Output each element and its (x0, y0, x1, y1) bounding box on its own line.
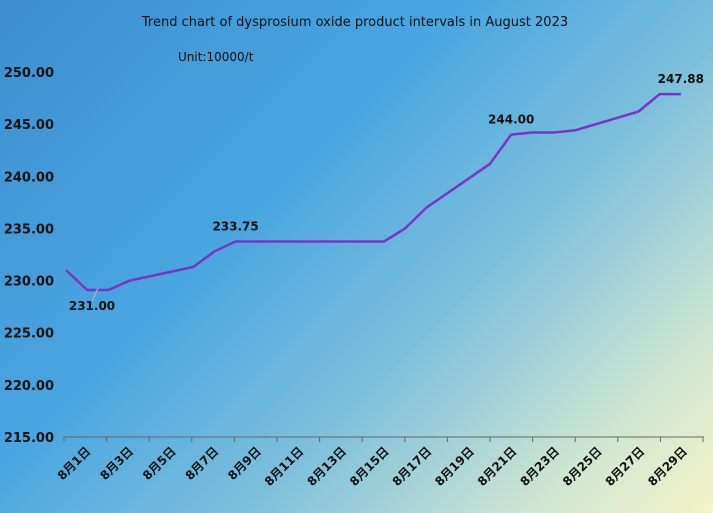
y-tick-label: 240.00 (4, 170, 54, 185)
x-tick-label: 8月27日 (603, 444, 648, 489)
y-tick-label: 230.00 (4, 275, 54, 290)
x-tick-label: 8月21日 (475, 444, 520, 489)
x-tick-label: 8月19日 (432, 444, 477, 489)
y-tick-label: 225.00 (4, 327, 54, 342)
unit-label: Unit:10000/t (178, 50, 254, 64)
leader-line (91, 287, 99, 302)
x-tick-label: 8月17日 (390, 444, 435, 489)
data-label: 244.00 (488, 113, 534, 127)
x-tick-label: 8月29日 (645, 444, 690, 489)
x-tick-label: 8月9日 (225, 444, 264, 483)
plot-area (65, 92, 681, 292)
y-tick-label: 235.00 (4, 222, 54, 237)
x-tick-label: 8月3日 (97, 444, 136, 483)
x-tick-label: 8月23日 (517, 444, 562, 489)
x-tick-label: 8月25日 (560, 444, 605, 489)
y-tick-label: 245.00 (4, 118, 54, 133)
series-line (65, 92, 681, 292)
y-tick-label: 220.00 (4, 379, 54, 394)
x-tick-label: 8月7日 (183, 444, 222, 483)
x-axis: 8月1日 8月3日 8月5日 8月7日 8月9日8月11日8月13日8月15日8月17日… (55, 436, 704, 489)
y-axis: 250.00 245.00 240.00 235.00 230.00 225.00 220.… (4, 66, 54, 446)
x-tick-label: 8月13日 (304, 444, 349, 489)
x-tick-label: 8月11日 (262, 444, 307, 489)
data-labels: 231.00 233.75 244.00 247.88 (69, 72, 704, 313)
x-tick-label: 8月15日 (347, 444, 392, 489)
data-label: 231.00 (69, 299, 115, 313)
x-tick-label: 8月1日 (55, 444, 94, 483)
x-tick-label: 8月5日 (140, 444, 179, 483)
y-tick-label: 215.00 (4, 431, 54, 446)
data-label: 233.75 (212, 219, 258, 233)
y-tick-label: 250.00 (4, 66, 54, 81)
chart-title: Trend chart of dysprosium oxide product … (141, 15, 568, 30)
data-label: 247.88 (658, 72, 704, 86)
